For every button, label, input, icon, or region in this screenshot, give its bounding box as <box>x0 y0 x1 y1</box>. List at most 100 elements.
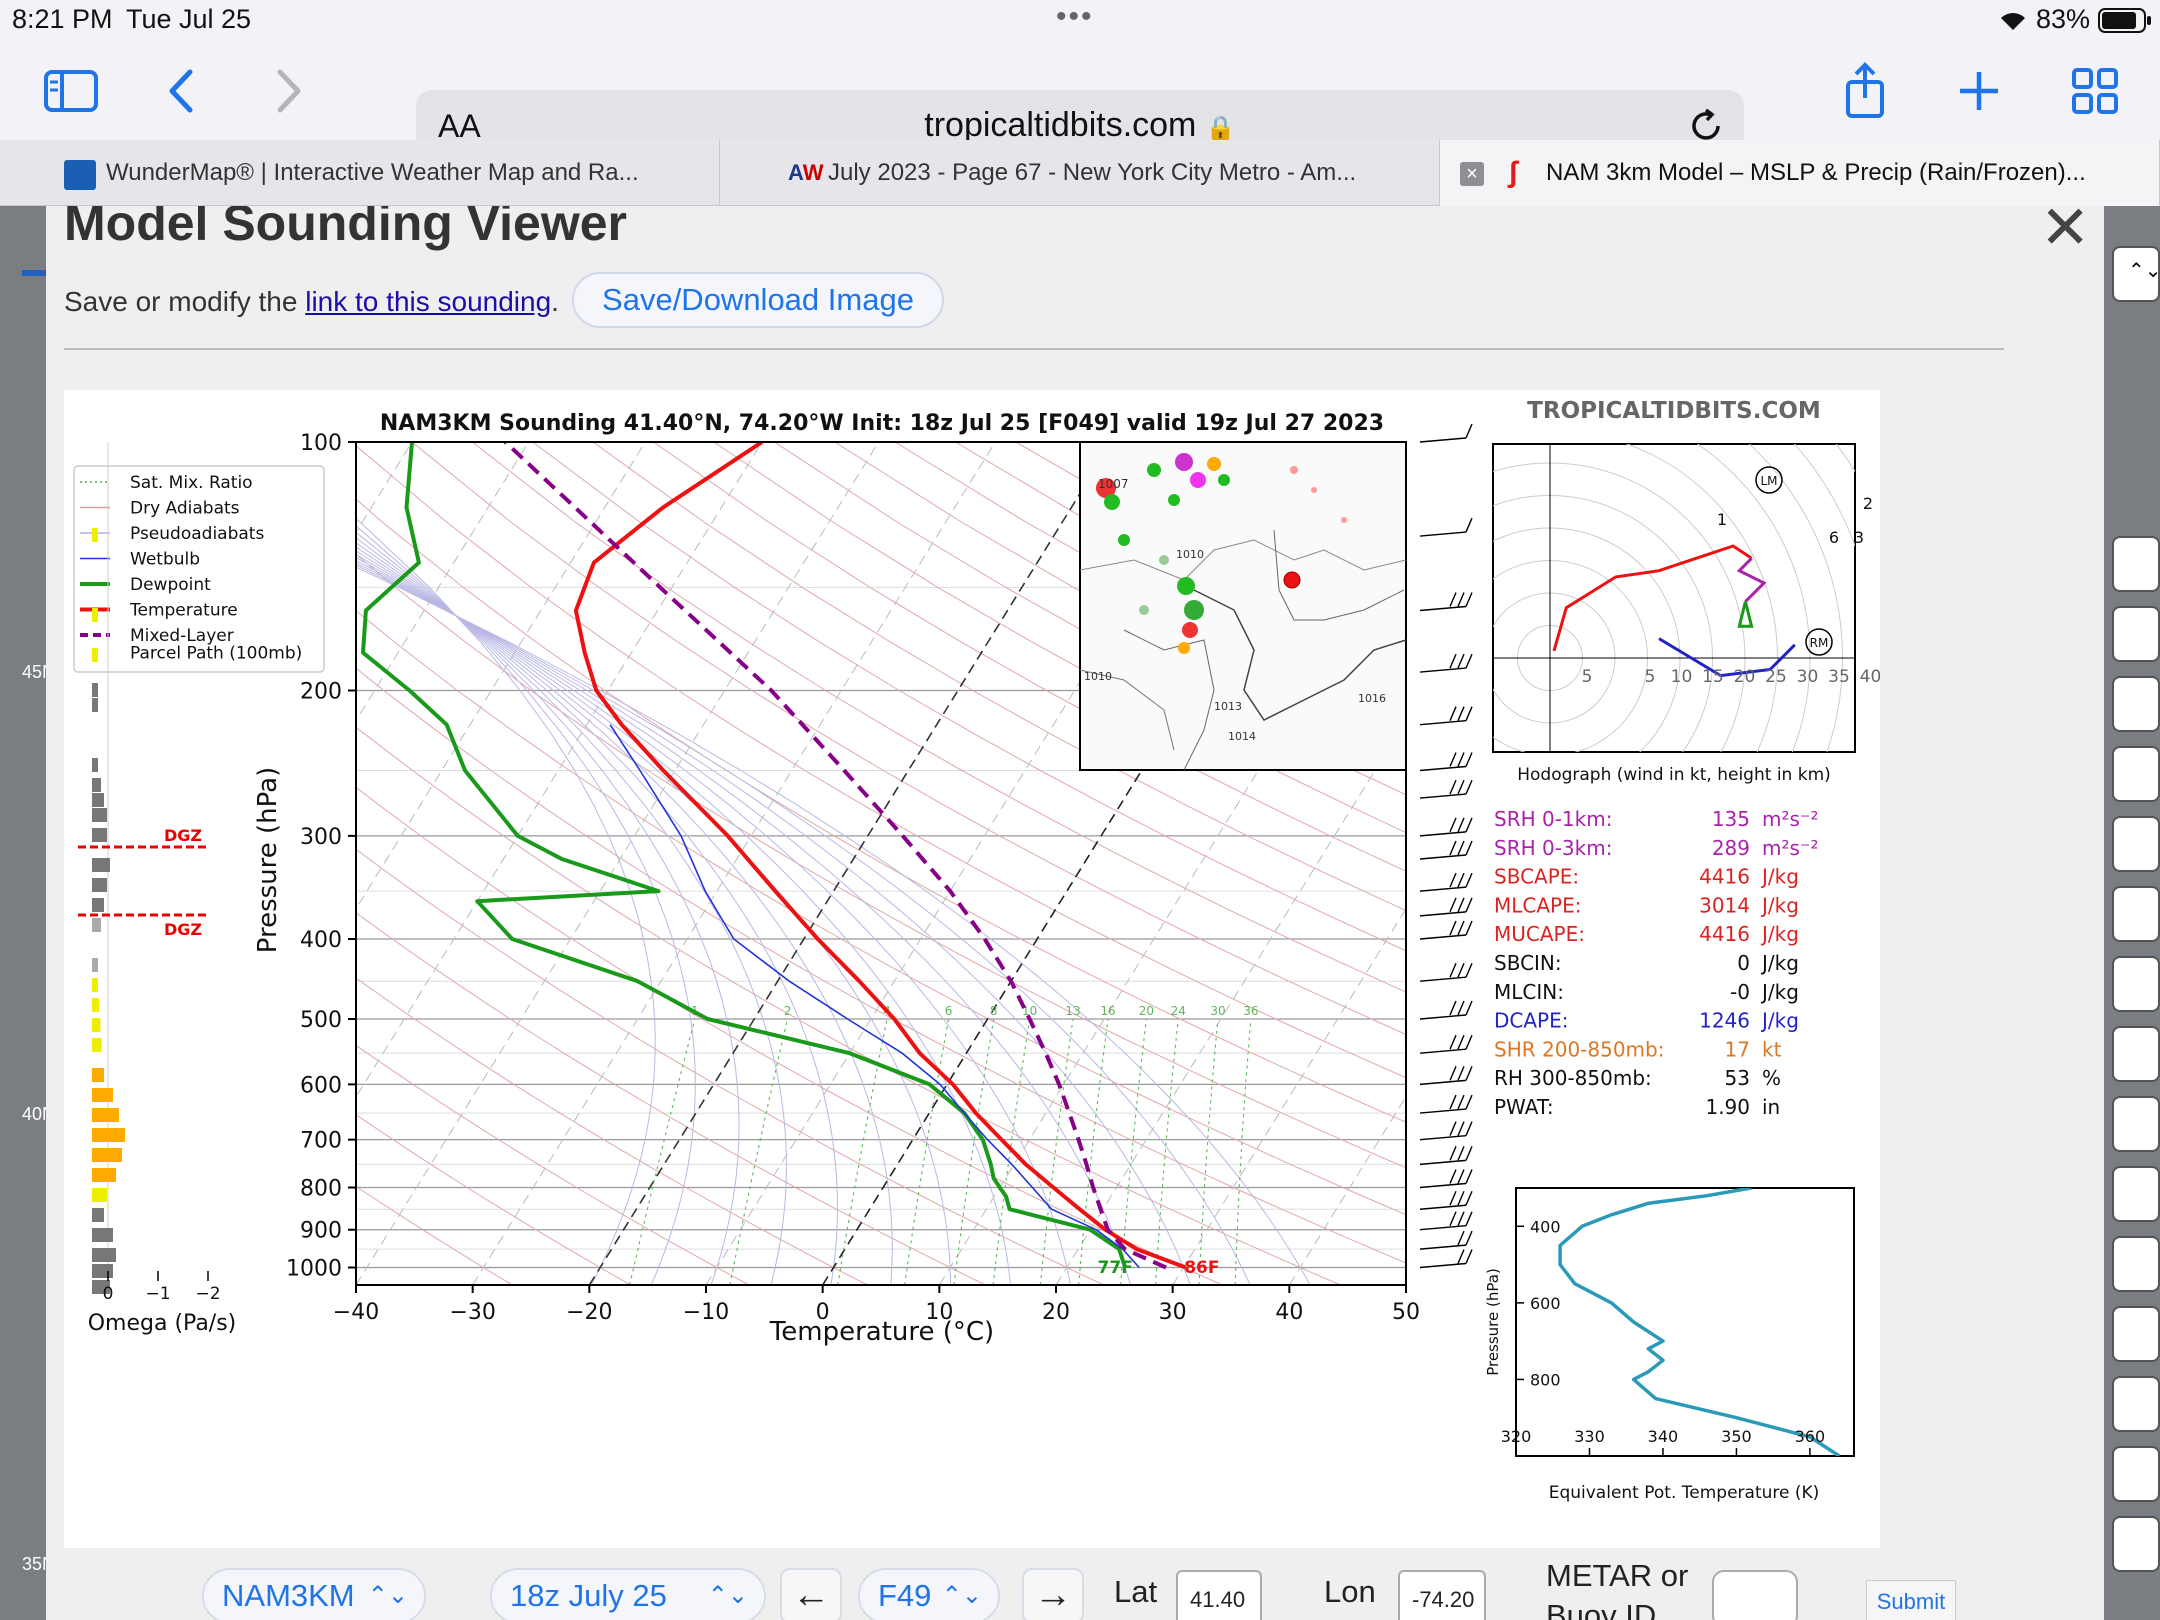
url-domain: tropicaltidbits.com <box>924 106 1197 144</box>
wind-barb-flag <box>1449 1211 1457 1227</box>
omega-bar <box>92 1280 110 1294</box>
new-tab-icon[interactable] <box>1948 60 2010 122</box>
tab-bar: WunderMap® | Interactive Weather Map and… <box>0 140 2160 206</box>
sounding-title: NAM3KM Sounding 41.40°N, 74.20°W Init: 1… <box>380 411 1384 436</box>
index-label: SRH 0-3km: <box>1494 836 1612 860</box>
dry-adiabat-line <box>356 1044 750 1285</box>
submit-button[interactable]: Submit <box>1866 1580 1956 1620</box>
wind-barb-flag <box>1457 1249 1465 1264</box>
wind-barb-flag <box>1465 897 1473 913</box>
dry-adiabat-line <box>356 445 1406 1079</box>
forward-icon[interactable] <box>256 60 318 122</box>
metar-input[interactable] <box>1712 1570 1798 1620</box>
pressure-tick-label: 400 <box>300 928 342 953</box>
wind-barb-flag <box>1457 1066 1465 1081</box>
wind-barb-flag <box>1465 423 1473 439</box>
wind-barb <box>1419 517 1473 537</box>
previous-hour-button[interactable]: ← <box>780 1568 842 1620</box>
temperature-tick-label: 50 <box>1392 1300 1420 1325</box>
skewt-legend: Sat. Mix. Ratio Dry Adiabats Pseudoadiabat… <box>73 465 325 673</box>
theta-e-y-label: Pressure (hPa) <box>1484 1268 1502 1376</box>
surface-dewpoint-label: 77F <box>1098 1258 1133 1278</box>
temperature-profile-line <box>573 442 1187 1270</box>
share-icon[interactable] <box>1834 60 1896 122</box>
reader-text-button[interactable]: AA <box>438 108 481 144</box>
wind-barb-staff <box>1419 886 1467 892</box>
theta-e-x-tick-label: 340 <box>1648 1427 1679 1446</box>
temperature-tick-label: 20 <box>1042 1300 1070 1325</box>
pressure-tick-label: 100 <box>300 431 342 456</box>
mixing-ratio-label: 30 <box>1210 1004 1225 1018</box>
back-icon[interactable] <box>152 60 214 122</box>
pseudoadiabat-line <box>356 566 1311 1285</box>
wind-barb-flag <box>1457 872 1465 888</box>
wind-barb-flag <box>1457 962 1465 978</box>
mixing-ratio-label: 36 <box>1243 1004 1258 1018</box>
sidebar-icon[interactable] <box>40 60 102 122</box>
updown-chevron-icon: ⌃⌄ <box>707 1582 748 1609</box>
hodograph-marker-label: RM <box>1810 636 1829 650</box>
dry-adiabat-line <box>411 442 1406 1035</box>
close-tab-icon[interactable]: × <box>1460 162 1484 186</box>
hodograph-marker-label: LM <box>1760 474 1777 488</box>
tab-americanwx[interactable]: AW July 2023 - Page 67 - New York City M… <box>720 140 1440 206</box>
dry-adiabat-line <box>471 442 1406 993</box>
omega-bar <box>92 698 98 712</box>
pressure-tick-label: 900 <box>300 1219 342 1244</box>
omega-bar <box>92 1228 113 1242</box>
wind-barb-staff <box>1419 934 1467 940</box>
legend-label: Dewpoint <box>130 575 211 595</box>
sounding-link[interactable]: link to this sounding <box>305 286 552 317</box>
wind-barb-staff <box>1419 1262 1467 1269</box>
wind-barb-flag <box>1449 840 1457 856</box>
close-modal-icon[interactable]: ✕ <box>2040 206 2091 261</box>
legend-label: Pseudoadiabats <box>130 524 264 544</box>
pseudoadiabat-line <box>356 542 839 1285</box>
battery-percentage: 83% <box>2036 4 2091 34</box>
legend-label: Wetbulb <box>130 550 200 570</box>
theta-e-y-tick-label: 800 <box>1530 1370 1561 1389</box>
index-label: SHR 200-850mb: <box>1494 1037 1664 1061</box>
pressure-tick-label: 800 <box>300 1177 342 1202</box>
run-select[interactable]: 18z July 25 ⌃⌄ <box>490 1568 766 1620</box>
omega-bar <box>92 683 98 697</box>
dgz-label: DGZ <box>164 920 202 939</box>
wind-barb <box>1419 1146 1473 1166</box>
wind-barb-flag <box>1449 592 1457 607</box>
next-hour-button[interactable]: → <box>1022 1568 1084 1620</box>
index-value: -0 <box>1730 980 1750 1004</box>
wind-barb-flag <box>1449 1190 1457 1206</box>
tab-tropicaltidbits[interactable]: × ʃ NAM 3km Model – MSLP & Precip (Rain/… <box>1440 140 2160 206</box>
reload-icon[interactable] <box>1686 106 1726 146</box>
lon-input[interactable]: -74.20 <box>1398 1570 1486 1620</box>
index-unit: J/kg <box>1760 980 1799 1004</box>
lat-input[interactable]: 41.40 <box>1176 1570 1262 1620</box>
background-select-box[interactable]: ⌃⌄ <box>2112 246 2160 302</box>
hodograph-marker-label: 6 <box>1829 528 1839 547</box>
wind-barb-flag <box>1457 1211 1465 1227</box>
wind-barb-flag <box>1457 920 1465 936</box>
status-time: 8:21 PM <box>12 4 113 34</box>
hodograph-ring-label: 35 <box>1828 667 1850 687</box>
tab-overview-icon[interactable] <box>2064 60 2126 122</box>
wind-barb-staff <box>1419 854 1467 860</box>
tab-wundermap[interactable]: WunderMap® | Interactive Weather Map and… <box>0 140 720 206</box>
background-box <box>2112 1306 2160 1362</box>
wind-barb-flag <box>1465 872 1473 888</box>
background-box <box>2112 1096 2160 1152</box>
multitask-dots-icon[interactable]: ••• <box>1056 0 1094 33</box>
omega-tick-label: −2 <box>195 1284 220 1304</box>
wind-barb-flag <box>1457 817 1465 833</box>
wind-barb-staff <box>1419 1225 1467 1231</box>
wind-barb-staff <box>1419 1108 1467 1114</box>
forecast-hour-select[interactable]: F49 ⌃⌄ <box>858 1568 1000 1620</box>
lon-label: Lon <box>1324 1574 1376 1609</box>
model-select[interactable]: NAM3KM ⌃⌄ <box>202 1568 426 1620</box>
omega-bar <box>92 758 98 772</box>
omega-bar <box>92 978 98 992</box>
save-download-button[interactable]: Save/Download Image <box>572 272 944 328</box>
sounding-controls: NAM3KM ⌃⌄ 18z July 25 ⌃⌄ ← F49 ⌃⌄ → Lat 41.… <box>46 1558 2104 1620</box>
wind-barb-flag <box>1449 872 1457 888</box>
wind-barb-flag <box>1465 1211 1473 1227</box>
inset-radar-map: 1007 1010 1010 1013 1016 1014 <box>1079 441 1407 771</box>
